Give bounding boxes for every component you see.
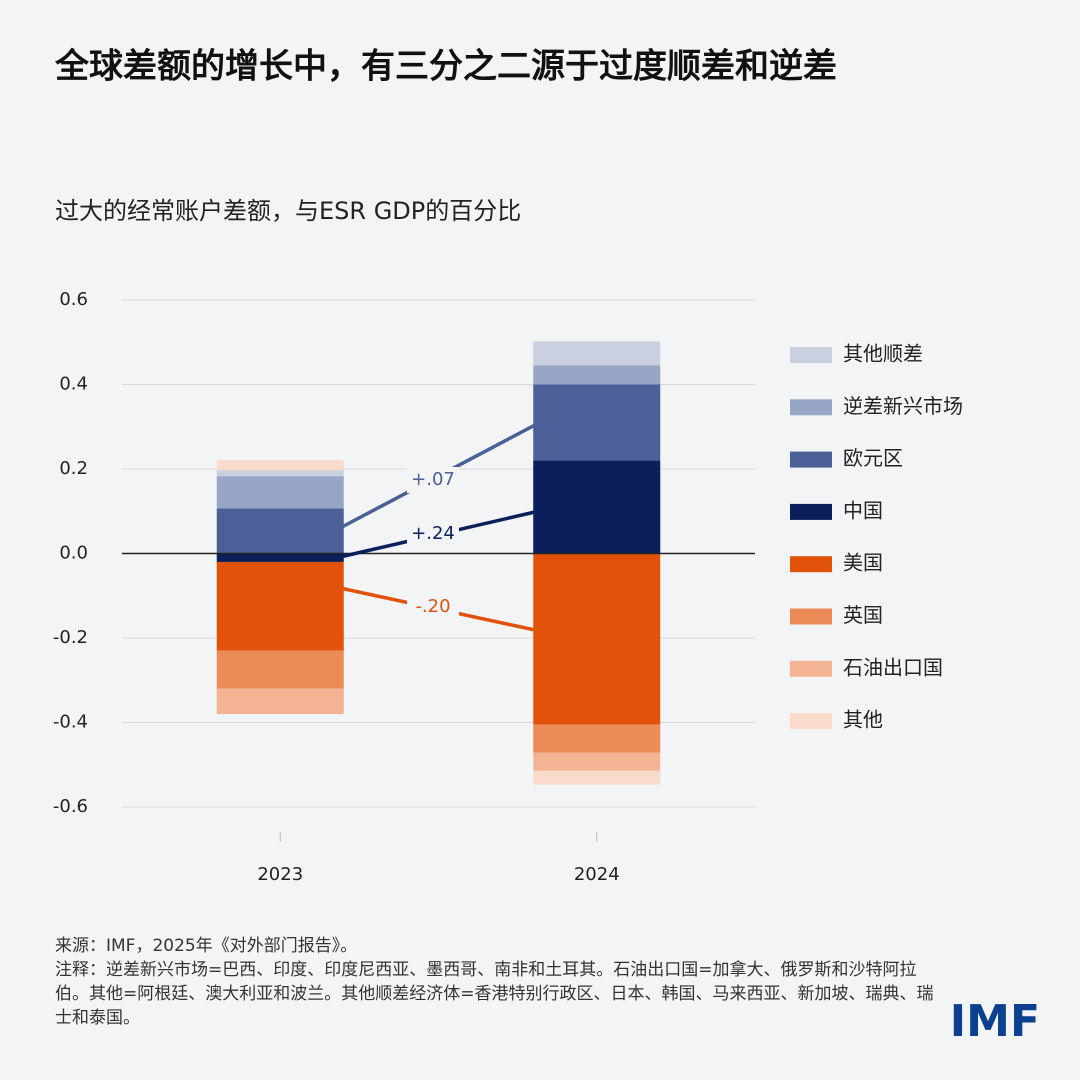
legend-swatch	[790, 556, 832, 573]
legend-swatch	[790, 399, 832, 416]
bar-segment	[533, 460, 661, 554]
y-tick-label: 0.4	[59, 374, 88, 395]
legend-swatch	[790, 451, 832, 468]
change-label: +.24	[411, 523, 455, 544]
bar-segment	[216, 553, 344, 562]
legend-label: 逆差新兴市场	[843, 394, 963, 418]
legend-swatch	[790, 608, 832, 625]
bar-segment	[533, 553, 661, 725]
bar-segment	[533, 384, 661, 461]
note: 注释：逆差新兴市场=巴西、印度、印度尼西亚、墨西哥、南非和土耳其。石油出口国=加…	[55, 960, 934, 1028]
legend-label: 欧元区	[843, 446, 903, 470]
legend-label: 石油出口国	[843, 655, 943, 679]
change-label: -.20	[415, 596, 450, 617]
y-tick-label: 0.6	[59, 289, 88, 310]
legend-swatch	[790, 503, 832, 520]
legend-label: 中国	[843, 498, 883, 522]
bar-segment	[216, 561, 344, 651]
label-bg	[407, 521, 459, 547]
bar-segment	[216, 460, 344, 471]
bar-segment	[216, 476, 344, 509]
bar-segment	[533, 770, 661, 785]
legend-label: 其他顺差	[843, 342, 923, 366]
label-bg	[407, 594, 459, 620]
y-tick-label: 0.0	[59, 543, 88, 564]
y-tick-label: -0.4	[53, 712, 88, 733]
bar-segment	[216, 508, 344, 554]
y-tick-label: 0.2	[59, 458, 88, 479]
x-tick-label: 2024	[574, 864, 620, 885]
legend-swatch	[790, 713, 832, 730]
x-tick-label: 2023	[257, 864, 303, 885]
legend-swatch	[790, 660, 832, 677]
bar-segment	[533, 752, 661, 771]
legend-label: 英国	[843, 603, 883, 627]
legend-label: 其他	[843, 708, 883, 732]
logo: IMF	[950, 996, 1040, 1047]
bar-segment	[216, 470, 344, 477]
y-tick-label: -0.2	[53, 627, 88, 648]
source: 来源：IMF，2025年《对外部门报告》。	[55, 936, 358, 956]
bar-segment	[533, 724, 661, 753]
label-bg	[407, 467, 459, 493]
change-label: +.07	[411, 469, 455, 490]
page-title: 全球差额的增长中，有三分之二源于过度顺差和逆差	[54, 47, 837, 87]
legend-swatch	[790, 347, 832, 363]
y-tick-label: -0.6	[53, 796, 88, 817]
bar-segment	[216, 688, 344, 715]
bar-segment	[533, 341, 661, 366]
legend-label: 美国	[843, 551, 883, 575]
bar-segment	[533, 365, 661, 385]
chart-title: 过大的经常账户差额，与ESR GDP的百分比	[55, 197, 521, 225]
bar-segment	[216, 650, 344, 689]
